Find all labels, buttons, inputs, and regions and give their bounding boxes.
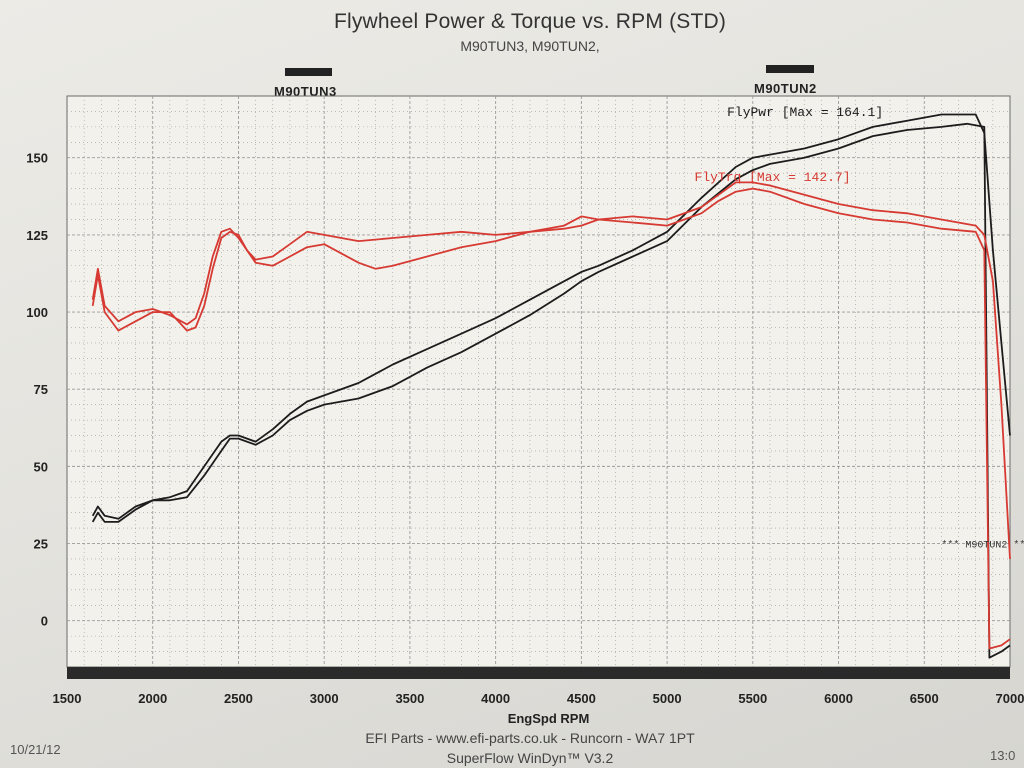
x-tick-label: 1500 <box>53 691 82 706</box>
series-line-flytrq-m90tun3 <box>91 181 1011 560</box>
run-legend-m90tun3: M90TUN3 <box>274 84 337 99</box>
print-date: 10/21/12 <box>10 742 61 757</box>
series-line-flypwr-m90tun3 <box>91 113 1011 520</box>
x-tick-label: 3000 <box>310 691 339 706</box>
y-tick-label: 150 <box>26 151 48 166</box>
run-legend-bar-m90tun2 <box>766 65 814 73</box>
footer-line-1: EFI Parts - www.efi-parts.co.uk - Runcor… <box>365 730 695 746</box>
x-tick-label: 6500 <box>910 691 939 706</box>
footer-line-2: SuperFlow WinDyn™ V3.2 <box>446 750 614 766</box>
x-tick-label: 2500 <box>224 691 253 706</box>
plot-area <box>66 95 1011 668</box>
x-tick-label: 3500 <box>395 691 424 706</box>
x-tick-label: 4500 <box>567 691 596 706</box>
y-tick-label: 100 <box>26 305 48 320</box>
x-tick-label: 5000 <box>653 691 682 706</box>
run-legend-bar-m90tun3 <box>285 68 332 76</box>
run-legend-m90tun2: M90TUN2 <box>754 81 817 96</box>
run-end-annotation: *** M90TUN2 ** <box>941 540 1024 552</box>
torque-max-annotation: FlyTrq [Max = 142.7] <box>695 170 851 185</box>
chart-title: Flywheel Power & Torque vs. RPM (STD) <box>333 10 727 33</box>
x-tick-label: 4000 <box>481 691 510 706</box>
y-tick-label: 25 <box>34 537 48 552</box>
y-tick-label: 75 <box>34 382 48 397</box>
y-tick-label: 50 <box>34 459 48 474</box>
series-line-flypwr-m90tun2 <box>91 122 1011 659</box>
x-tick-label: 6000 <box>824 691 853 706</box>
x-axis-band <box>67 667 1010 679</box>
x-tick-label: 5500 <box>738 691 767 706</box>
power-max-annotation: FlyPwr [Max = 164.1] <box>727 105 883 120</box>
y-tick-label: 125 <box>26 228 48 243</box>
x-axis-label: EngSpd RPM <box>508 711 590 726</box>
x-tick-label: 2000 <box>138 691 167 706</box>
y-tick-label: 0 <box>41 614 48 629</box>
print-time: 13:0 <box>990 748 1016 763</box>
chart-subtitle: M90TUN3, M90TUN2, <box>460 38 600 54</box>
x-tick-label: 7000 <box>996 691 1024 706</box>
series-line-flytrq-m90tun2 <box>91 187 1011 650</box>
